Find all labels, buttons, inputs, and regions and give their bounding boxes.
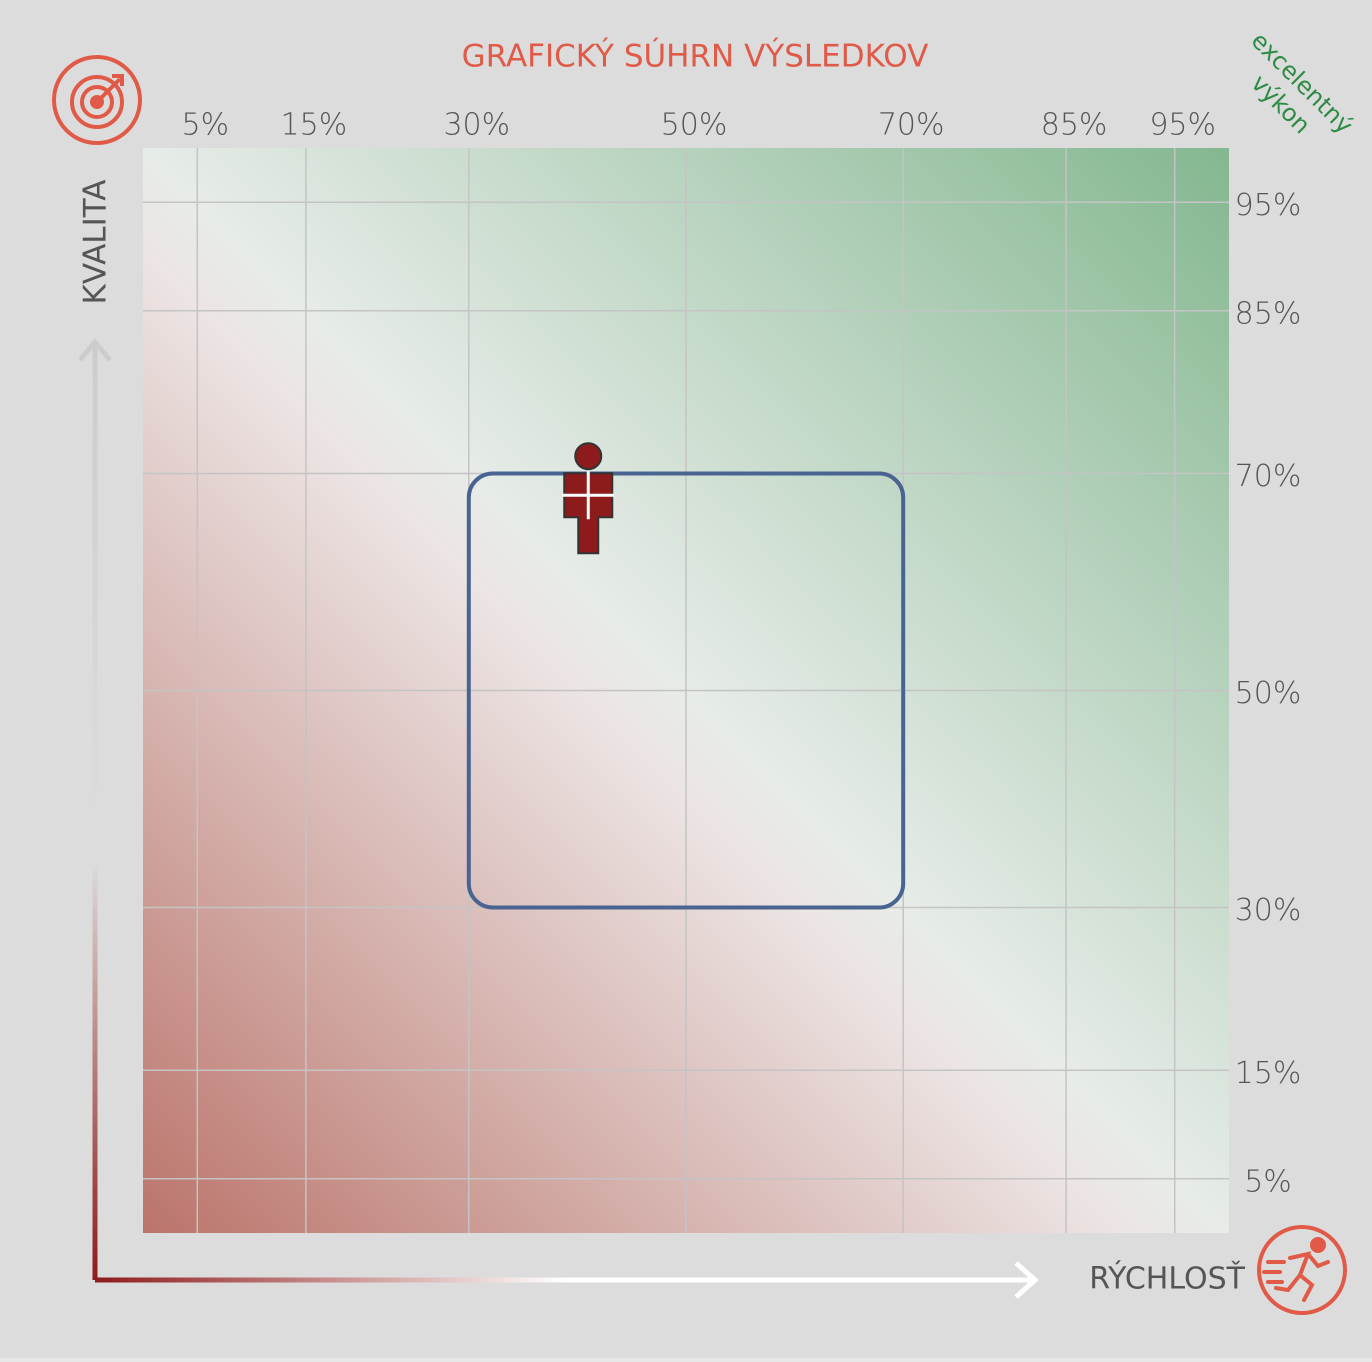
- y-tick-label: 85%: [1235, 296, 1302, 331]
- person-head: [575, 443, 601, 469]
- x-tick-label: 5%: [182, 108, 230, 143]
- y-axis-label: KVALITA: [78, 180, 114, 305]
- y-tick-label: 95%: [1235, 188, 1302, 223]
- chart: GRAFICKÝ SÚHRN VÝSLEDKOV KVALITA RÝCHLOS…: [0, 0, 1372, 1358]
- page: {"chart_data": {"type": "scatter", "titl…: [0, 0, 1372, 1358]
- x-axis-label: RÝCHLOSŤ: [1089, 1261, 1245, 1297]
- y-tick-label: 70%: [1235, 459, 1302, 494]
- y-tick-label: 15%: [1235, 1056, 1302, 1091]
- x-tick-label: 50%: [661, 108, 728, 143]
- x-tick-label: 30%: [443, 108, 510, 143]
- grid: [143, 148, 1229, 1233]
- x-tick-label: 85%: [1041, 108, 1108, 143]
- x-tick-label: 70%: [878, 108, 945, 143]
- y-tick-label: 30%: [1235, 893, 1302, 928]
- chart-title: GRAFICKÝ SÚHRN VÝSLEDKOV: [462, 38, 929, 75]
- y-tick-label: 5%: [1244, 1164, 1292, 1199]
- x-tick-label: 95%: [1149, 108, 1216, 143]
- y-tick-label: 50%: [1235, 676, 1302, 711]
- x-tick-label: 15%: [281, 108, 348, 143]
